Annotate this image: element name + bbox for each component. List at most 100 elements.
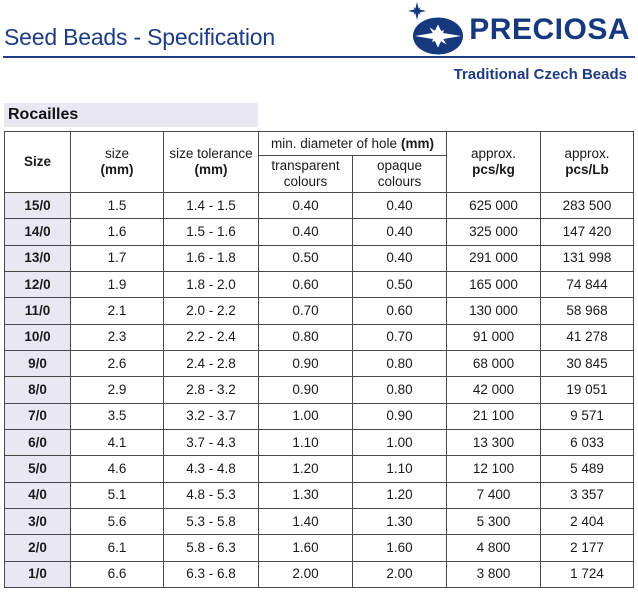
cell-size: 9/0 (4, 349, 71, 378)
cell-hole-transparent: 1.00 (258, 402, 353, 430)
cell-size-tolerance: 3.7 - 4.3 (163, 428, 259, 457)
cell-hole-opaque: 0.80 (352, 349, 447, 378)
cell-hole-opaque: 0.40 (352, 244, 447, 272)
cell-pcs-kg: 5 300 (446, 507, 541, 536)
section-strip: Rocailles (4, 103, 258, 127)
cell-hole-transparent: 0.60 (258, 270, 353, 299)
table-row: 13/0 1.7 1.6 - 1.8 0.50 0.40 291 000 131… (4, 244, 634, 272)
col-header-size: Size (4, 131, 71, 193)
cell-hole-transparent: 2.00 (258, 560, 353, 588)
table-row: 1/0 6.6 6.3 - 6.8 2.00 2.00 3 800 1 724 (4, 560, 634, 588)
brand-logo: PRECIOSA (405, 2, 630, 58)
cell-pcs-kg: 68 000 (446, 349, 541, 378)
cell-size-mm: 3.5 (70, 402, 164, 430)
cell-pcs-kg: 13 300 (446, 428, 541, 457)
cell-size: 12/0 (4, 270, 71, 299)
cell-hole-opaque: 0.90 (352, 402, 447, 430)
cell-hole-transparent: 1.60 (258, 534, 353, 562)
table-row: 3/0 5.6 5.3 - 5.8 1.40 1.30 5 300 2 404 (4, 507, 634, 536)
cell-size-tolerance: 1.5 - 1.6 (163, 218, 259, 246)
cell-size-mm: 1.5 (70, 191, 164, 220)
cell-hole-opaque: 1.60 (352, 534, 447, 562)
cell-hole-transparent: 0.80 (258, 323, 353, 351)
cell-pcs-lb: 41 278 (540, 323, 634, 351)
cell-hole-transparent: 0.40 (258, 191, 353, 220)
table-row: 11/0 2.1 2.0 - 2.2 0.70 0.60 130 000 58 … (4, 297, 634, 325)
cell-size-mm: 6.1 (70, 534, 164, 562)
cell-hole-opaque: 2.00 (352, 560, 447, 588)
cell-size-tolerance: 1.6 - 1.8 (163, 244, 259, 272)
cell-hole-transparent: 0.90 (258, 349, 353, 378)
cell-pcs-lb: 6 033 (540, 428, 634, 457)
cell-pcs-kg: 165 000 (446, 270, 541, 299)
table-row: 8/0 2.9 2.8 - 3.2 0.90 0.80 42 000 19 05… (4, 376, 634, 404)
cell-pcs-lb: 3 357 (540, 481, 634, 509)
cell-pcs-lb: 131 998 (540, 244, 634, 272)
cell-size-mm: 2.1 (70, 297, 164, 325)
cell-hole-opaque: 0.80 (352, 376, 447, 404)
cell-hole-transparent: 0.70 (258, 297, 353, 325)
cell-size: 2/0 (4, 534, 71, 562)
cell-size-tolerance: 2.0 - 2.2 (163, 297, 259, 325)
table-body: 15/0 1.5 1.4 - 1.5 0.40 0.40 625 000 283… (4, 191, 634, 588)
section-title: Rocailles (8, 106, 79, 123)
cell-size-tolerance: 5.8 - 6.3 (163, 534, 259, 562)
cell-hole-transparent: 1.30 (258, 481, 353, 509)
table-row: 7/0 3.5 3.2 - 3.7 1.00 0.90 21 100 9 571 (4, 402, 634, 430)
cell-pcs-lb: 1 724 (540, 560, 634, 588)
cell-pcs-lb: 2 177 (540, 534, 634, 562)
table-row: 12/0 1.9 1.8 - 2.0 0.60 0.50 165 000 74 … (4, 270, 634, 299)
cell-hole-transparent: 0.50 (258, 244, 353, 272)
cell-size: 11/0 (4, 297, 71, 325)
cell-size-tolerance: 2.2 - 2.4 (163, 323, 259, 351)
cell-hole-opaque: 1.20 (352, 481, 447, 509)
cell-hole-opaque: 1.30 (352, 507, 447, 536)
col-header-hole-diameter-group: min. diameter of hole (mm) (258, 131, 447, 156)
cell-size-tolerance: 2.4 - 2.8 (163, 349, 259, 378)
cell-size: 5/0 (4, 455, 71, 483)
cell-hole-opaque: 0.40 (352, 191, 447, 220)
cell-pcs-kg: 42 000 (446, 376, 541, 404)
cell-pcs-kg: 325 000 (446, 218, 541, 246)
cell-size-tolerance: 2.8 - 3.2 (163, 376, 259, 404)
cell-size-tolerance: 6.3 - 6.8 (163, 560, 259, 588)
table-header: Size size (mm) size tolerance (mm) min. … (4, 131, 634, 193)
cell-hole-opaque: 0.50 (352, 270, 447, 299)
spec-table: Size size (mm) size tolerance (mm) min. … (4, 131, 634, 588)
cell-hole-opaque: 1.00 (352, 428, 447, 457)
cell-pcs-lb: 2 404 (540, 507, 634, 536)
cell-hole-opaque: 1.10 (352, 455, 447, 483)
cell-pcs-lb: 5 489 (540, 455, 634, 483)
cell-hole-opaque: 0.60 (352, 297, 447, 325)
cell-pcs-kg: 291 000 (446, 244, 541, 272)
header-divider (3, 56, 635, 58)
cell-size-mm: 5.6 (70, 507, 164, 536)
cell-size: 4/0 (4, 481, 71, 509)
cell-hole-transparent: 1.10 (258, 428, 353, 457)
col-header-opaque-colours: opaque colours (352, 155, 447, 193)
cell-size-mm: 1.9 (70, 270, 164, 299)
table-row: 9/0 2.6 2.4 - 2.8 0.90 0.80 68 000 30 84… (4, 349, 634, 378)
cell-hole-transparent: 1.20 (258, 455, 353, 483)
cell-size-tolerance: 1.4 - 1.5 (163, 191, 259, 220)
cell-size-mm: 2.6 (70, 349, 164, 378)
cell-size-mm: 6.6 (70, 560, 164, 588)
table-row: 10/0 2.3 2.2 - 2.4 0.80 0.70 91 000 41 2… (4, 323, 634, 351)
table-row: 5/0 4.6 4.3 - 4.8 1.20 1.10 12 100 5 489 (4, 455, 634, 483)
table-row: 6/0 4.1 3.7 - 4.3 1.10 1.00 13 300 6 033 (4, 428, 634, 457)
cell-size: 14/0 (4, 218, 71, 246)
cell-size-mm: 1.6 (70, 218, 164, 246)
cell-pcs-lb: 9 571 (540, 402, 634, 430)
brand-name: PRECIOSA (469, 13, 630, 46)
cell-pcs-lb: 283 500 (540, 191, 634, 220)
cell-pcs-kg: 3 800 (446, 560, 541, 588)
cell-pcs-kg: 625 000 (446, 191, 541, 220)
cell-pcs-lb: 147 420 (540, 218, 634, 246)
cell-pcs-kg: 12 100 (446, 455, 541, 483)
cell-size-mm: 2.9 (70, 376, 164, 404)
cell-size-mm: 1.7 (70, 244, 164, 272)
cell-pcs-kg: 91 000 (446, 323, 541, 351)
cell-hole-transparent: 1.40 (258, 507, 353, 536)
cell-pcs-kg: 21 100 (446, 402, 541, 430)
